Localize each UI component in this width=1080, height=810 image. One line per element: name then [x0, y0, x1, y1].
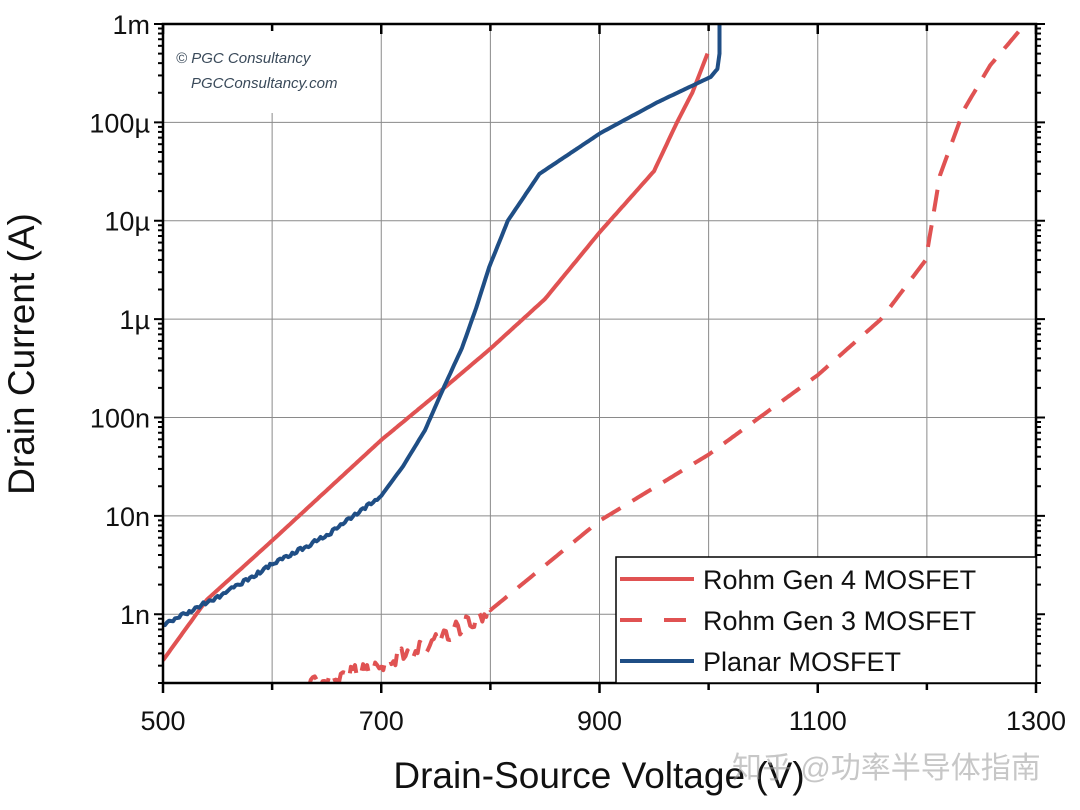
x-tick-label: 500	[140, 706, 185, 736]
legend-label: Rohm Gen 3 MOSFET	[703, 606, 976, 636]
legend-label: Rohm Gen 4 MOSFET	[703, 565, 976, 595]
y-tick-label: 100n	[90, 403, 150, 433]
y-tick-label: 10n	[105, 502, 150, 532]
y-tick-label: 10µ	[104, 207, 150, 237]
watermark-copyright: © PGC Consultancy	[176, 50, 312, 67]
series-line-1	[163, 52, 710, 662]
legend: Rohm Gen 4 MOSFET Rohm Gen 3 MOSFET Planar…	[615, 556, 1037, 684]
y-axis-label: Drain Current (A)	[1, 213, 42, 495]
x-tick-label: 1300	[1006, 706, 1066, 736]
platform-watermark: 知乎 @功率半导体指南	[732, 752, 1041, 785]
watermark-background	[165, 27, 380, 113]
x-axis-label: Drain-Source Voltage (V)	[393, 755, 804, 796]
legend-label: Planar MOSFET	[703, 647, 901, 677]
series-line-3	[163, 24, 722, 628]
y-tick-label: 1n	[120, 600, 150, 630]
watermark-url: PGCConsultancy.com	[191, 75, 337, 92]
series-line-2	[306, 24, 1027, 683]
axes: 500 700 900 1100 1300 1m 100µ 10µ 1µ 100n 10n 1n	[89, 10, 1066, 736]
x-tick-label: 700	[359, 706, 404, 736]
series-group	[163, 24, 1027, 683]
y-tick-label: 100µ	[89, 108, 150, 138]
x-tick-label: 900	[577, 706, 622, 736]
y-tick-label: 1m	[112, 10, 150, 40]
x-tick-label: 1100	[789, 706, 847, 736]
y-tick-label: 1µ	[119, 305, 150, 335]
